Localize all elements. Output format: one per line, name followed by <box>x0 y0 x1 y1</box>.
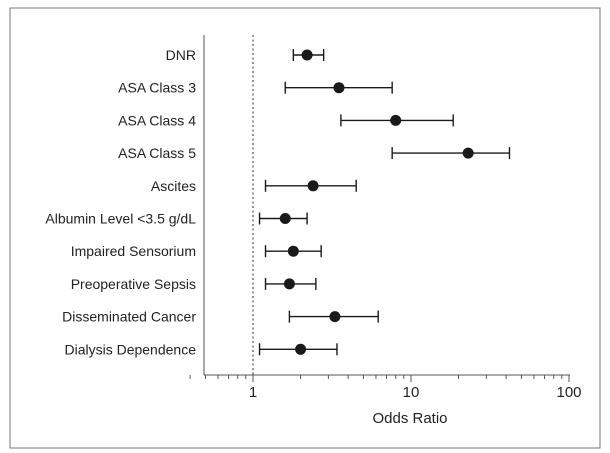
x-axis-title: Odds Ratio <box>372 410 447 427</box>
x-tick-label: 100 <box>556 384 581 401</box>
forest-row: Ascites <box>151 178 357 194</box>
odds-ratio-point <box>333 82 345 94</box>
odds-ratio-point <box>287 245 299 257</box>
x-tick-label: 1 <box>249 384 257 401</box>
odds-ratio-point <box>295 343 307 355</box>
row-label: Preoperative Sepsis <box>71 276 196 292</box>
forest-row: DNR <box>166 47 325 63</box>
row-label: Dialysis Dependence <box>64 341 196 357</box>
row-label: Ascites <box>151 178 196 194</box>
row-label: ASA Class 3 <box>118 80 196 96</box>
row-label: Disseminated Cancer <box>62 309 196 325</box>
forest-row: ASA Class 4 <box>118 112 454 128</box>
odds-ratio-point <box>301 49 313 61</box>
x-tick-label: 10 <box>403 384 420 401</box>
x-axis: 1 10 100 <box>189 35 582 401</box>
forest-row: ASA Class 5 <box>118 145 511 161</box>
forest-row: Impaired Sensorium <box>71 243 322 259</box>
forest-row: Dialysis Dependence <box>64 341 338 357</box>
forest-row: Preoperative Sepsis <box>71 276 317 292</box>
chart-border <box>9 7 601 449</box>
odds-ratio-point <box>329 311 341 323</box>
odds-ratio-point <box>279 213 291 224</box>
row-label: DNR <box>166 47 196 63</box>
row-label: Albumin Level <3.5 g/dL <box>45 211 196 227</box>
odds-ratio-point <box>390 114 402 126</box>
odds-ratio-point <box>307 180 319 192</box>
forest-row: ASA Class 3 <box>118 80 393 96</box>
forest-rows: DNR ASA Class 3 ASA Class 4 ASA Class 5 Asci… <box>45 47 511 357</box>
row-label: Impaired Sensorium <box>71 243 196 259</box>
odds-ratio-point <box>462 147 474 159</box>
forest-row: Albumin Level <3.5 g/dL <box>45 211 308 227</box>
odds-ratio-point <box>283 278 295 290</box>
row-label: ASA Class 5 <box>118 145 196 161</box>
forest-row: Disseminated Cancer <box>62 309 379 325</box>
row-label: ASA Class 4 <box>118 112 196 128</box>
